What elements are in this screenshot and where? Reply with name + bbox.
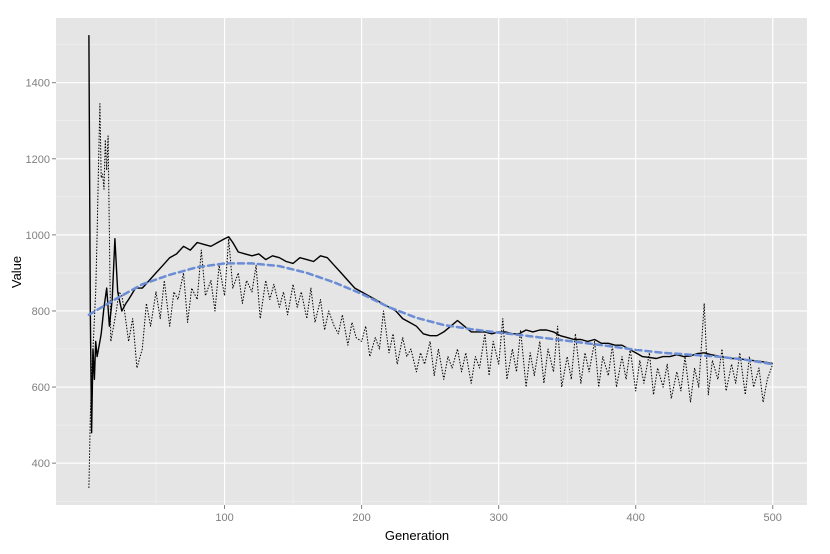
x-tick-label: 300 [489, 512, 507, 524]
y-axis-title: Value [9, 256, 24, 288]
x-axis: 100 200 300 400 500 [215, 505, 782, 524]
plot-panel [56, 18, 807, 505]
y-tick-label: 1200 [26, 154, 50, 166]
y-tick-label: 600 [32, 382, 50, 394]
grid [56, 18, 807, 505]
y-tick-label: 800 [32, 306, 50, 318]
y-axis: 400 600 800 1000 1200 1400 [26, 78, 56, 470]
x-tick-label: 100 [215, 512, 233, 524]
series-line-dotted [88, 103, 774, 488]
x-axis-title: Generation [385, 528, 449, 543]
x-tick-label: 200 [352, 512, 370, 524]
x-tick-label: 500 [764, 512, 782, 524]
y-tick-label: 400 [32, 458, 50, 470]
series-line-smooth [87, 262, 774, 366]
y-tick-label: 1000 [26, 230, 50, 242]
y-tick-label: 1400 [26, 78, 50, 90]
series-layer [87, 35, 774, 488]
x-tick-label: 400 [627, 512, 645, 524]
